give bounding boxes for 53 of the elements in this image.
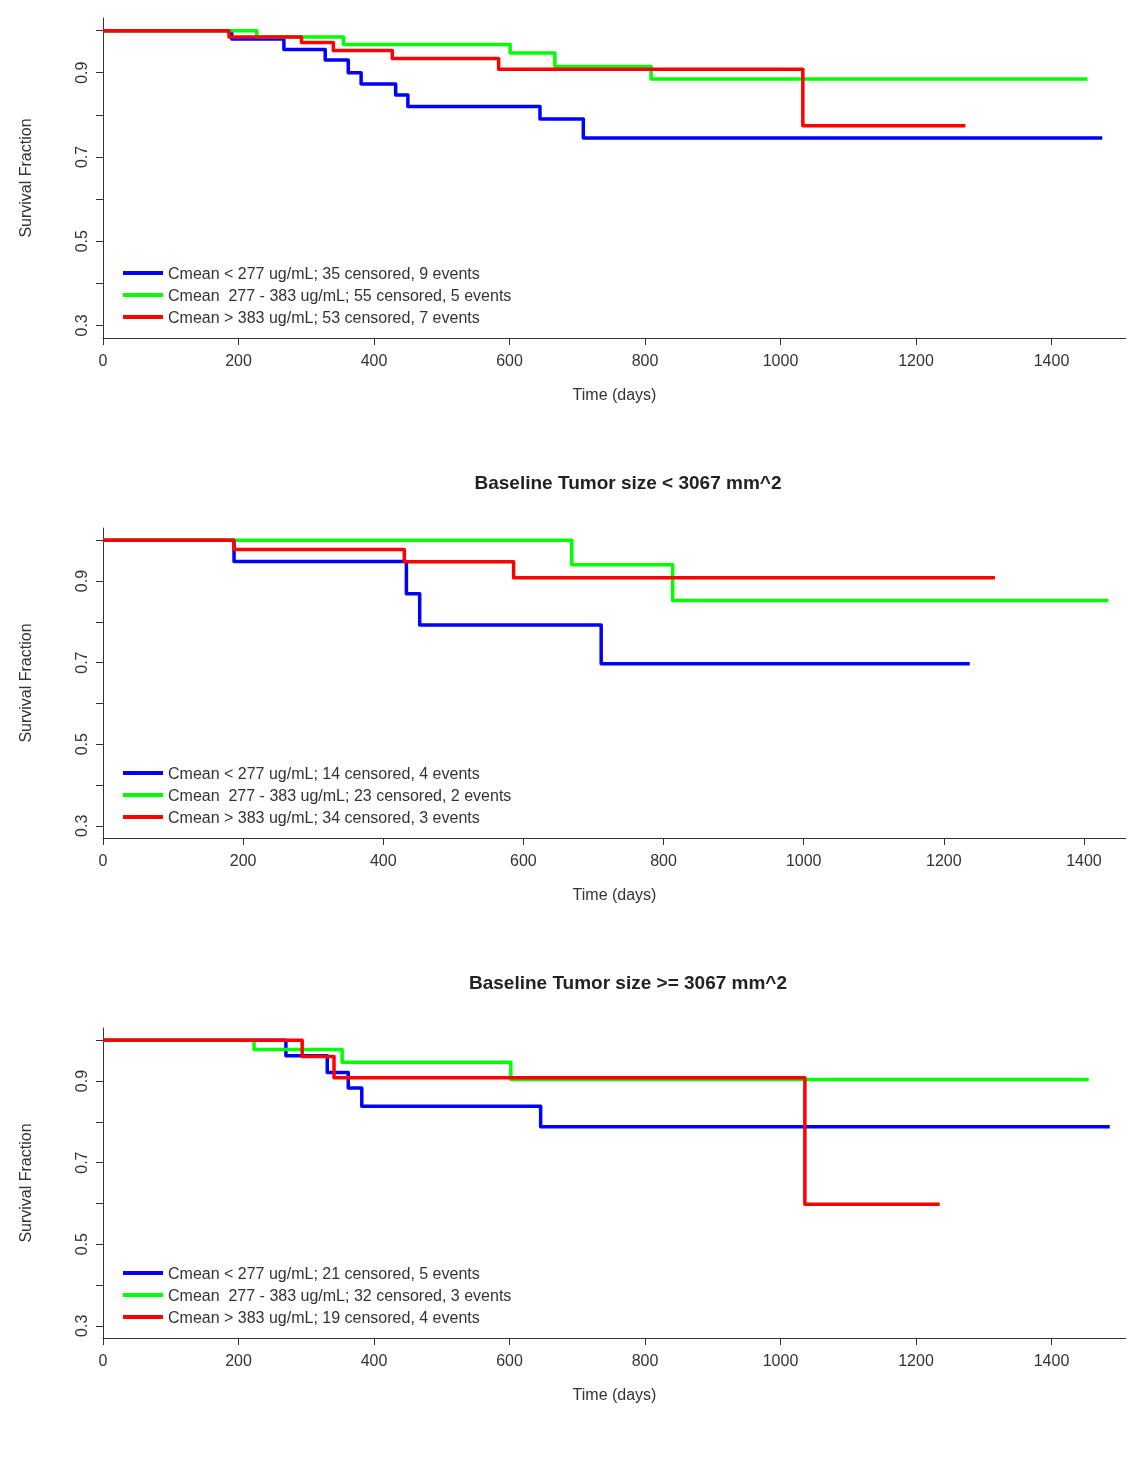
x-axis-title: Time (days) (572, 1385, 657, 1403)
x-tick-label: 200 (229, 851, 257, 869)
x-tick-label: 0 (98, 351, 108, 369)
x-tick-label: 1200 (898, 1351, 934, 1369)
x-tick-label: 1000 (762, 351, 799, 369)
legend-label: Cmean < 277 ug/mL; 14 censored, 4 events (168, 764, 480, 782)
chart-title: Baseline Tumor size < 3067 mm^2 (474, 472, 782, 493)
legend-label: Cmean 277 - 383 ug/mL; 23 censored, 2 events (168, 786, 512, 804)
x-tick-label: 1400 (1033, 351, 1070, 369)
x-tick-label: 1000 (762, 1351, 799, 1369)
y-tick-label: 0.9 (72, 1069, 90, 1093)
x-tick-label: 200 (225, 1351, 252, 1369)
x-tick-label: 0 (98, 1351, 108, 1369)
y-tick-label: 0.3 (72, 1314, 90, 1337)
y-axis-title: Survival Fraction (16, 118, 34, 238)
chart-title: Baseline Tumor size >= 3067 mm^2 (468, 972, 788, 993)
x-tick-label: 600 (510, 851, 537, 869)
legend-label: Cmean > 383 ug/mL; 53 censored, 7 events (168, 308, 480, 326)
x-axis-title: Time (days) (572, 385, 657, 403)
y-tick-label: 0.3 (72, 314, 90, 337)
y-axis-title: Survival Fraction (16, 1123, 34, 1243)
x-tick-label: 400 (360, 1351, 388, 1369)
x-tick-label: 0 (98, 851, 108, 869)
y-tick-label: 0.5 (72, 229, 90, 253)
x-tick-label: 400 (360, 351, 388, 369)
x-tick-label: 1200 (926, 851, 962, 869)
legend-label: Cmean > 383 ug/mL; 19 censored, 4 events (168, 1308, 480, 1326)
x-tick-label: 800 (631, 351, 659, 369)
y-tick-label: 0.9 (72, 61, 90, 84)
legend-label: Cmean > 383 ug/mL; 34 censored, 3 events (168, 808, 480, 826)
y-axis-title: Survival Fraction (16, 623, 34, 743)
x-tick-label: 1400 (1033, 1351, 1070, 1369)
x-tick-label: 800 (631, 1351, 659, 1369)
y-tick-label: 0.7 (72, 145, 90, 169)
y-tick-label: 0.5 (72, 1232, 90, 1256)
x-tick-label: 1000 (785, 851, 822, 869)
x-tick-label: 1200 (898, 351, 934, 369)
x-tick-label: 400 (369, 851, 397, 869)
x-tick-label: 600 (496, 351, 523, 369)
y-tick-label: 0.7 (72, 651, 90, 674)
x-tick-label: 1400 (1066, 851, 1102, 869)
y-tick-label: 0.9 (72, 569, 90, 593)
x-tick-label: 200 (225, 351, 252, 369)
y-tick-label: 0.5 (72, 732, 90, 756)
y-tick-label: 0.7 (72, 1151, 90, 1174)
x-tick-label: 600 (496, 1351, 523, 1369)
legend-label: Cmean < 277 ug/mL; 35 censored, 9 events (168, 264, 480, 282)
x-axis-title: Time (days) (572, 885, 657, 903)
legend-label: Cmean < 277 ug/mL; 21 censored, 5 events (168, 1264, 480, 1282)
x-tick-label: 800 (650, 851, 677, 869)
y-tick-label: 0.3 (72, 814, 90, 837)
legend-label: Cmean 277 - 383 ug/mL; 55 censored, 5 events (168, 286, 512, 304)
legend-label: Cmean 277 - 383 ug/mL; 32 censored, 3 events (168, 1286, 512, 1304)
